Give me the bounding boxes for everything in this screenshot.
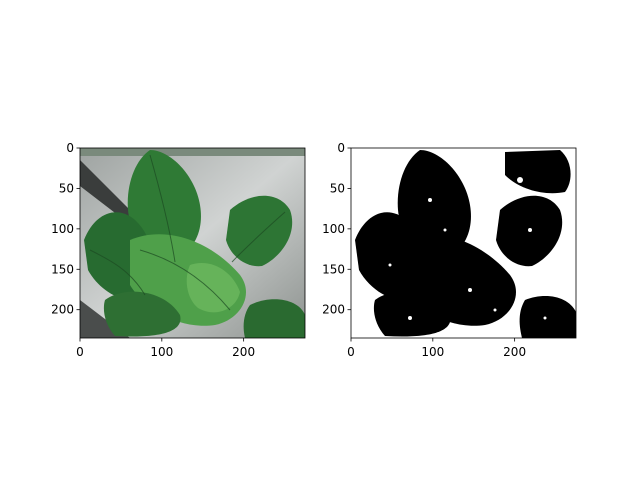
mask-bottom — [373, 291, 451, 337]
left-panel-ytick-label: 100 — [51, 222, 74, 236]
right-panel-ytick-label: 200 — [322, 303, 345, 317]
left-panel-ytick-label: 50 — [59, 181, 74, 195]
right-panel-frame — [350, 147, 577, 339]
mask-stem — [452, 254, 505, 307]
mask-speckles — [377, 172, 547, 320]
left-panel-xtick-label: 100 — [150, 345, 173, 359]
right-axes: 0 100 200 0 50 100 150 200 — [322, 141, 577, 359]
left-panel-ytick-label: 150 — [51, 262, 74, 276]
mask-bottom-right — [519, 296, 576, 338]
left-panel-xtick-label: 200 — [232, 345, 255, 359]
leaf-veins — [89, 154, 286, 311]
left-panel-xtick-label: 0 — [76, 345, 84, 359]
left-panel-ytick-label: 200 — [51, 303, 74, 317]
right-panel-xtick-label: 200 — [503, 345, 526, 359]
leaf-right — [226, 195, 293, 267]
right-panel-xtick-label: 0 — [347, 345, 355, 359]
left-image — [80, 148, 305, 338]
right-panel-xtick-label: 100 — [421, 345, 444, 359]
left-panel-frame — [79, 147, 306, 339]
left-axes: 0 100 200 0 50 100 150 200 — [51, 141, 306, 359]
left-panel-ytick-label: 0 — [66, 141, 74, 155]
right-panel-ytick-label: 0 — [337, 141, 345, 155]
leaf-bottom-left — [103, 291, 181, 337]
leaf-stem-area — [186, 263, 240, 313]
right-panel-ytick-label: 100 — [322, 222, 345, 236]
photo-top-strip — [80, 148, 305, 156]
right-panel-ytick-label: 150 — [322, 262, 345, 276]
photo-metal-bar — [80, 160, 138, 226]
right-panel-ytick-label: 50 — [330, 181, 345, 195]
leaf-top — [127, 150, 201, 262]
right-image — [351, 148, 576, 338]
leaf-bottom-right — [243, 299, 305, 338]
